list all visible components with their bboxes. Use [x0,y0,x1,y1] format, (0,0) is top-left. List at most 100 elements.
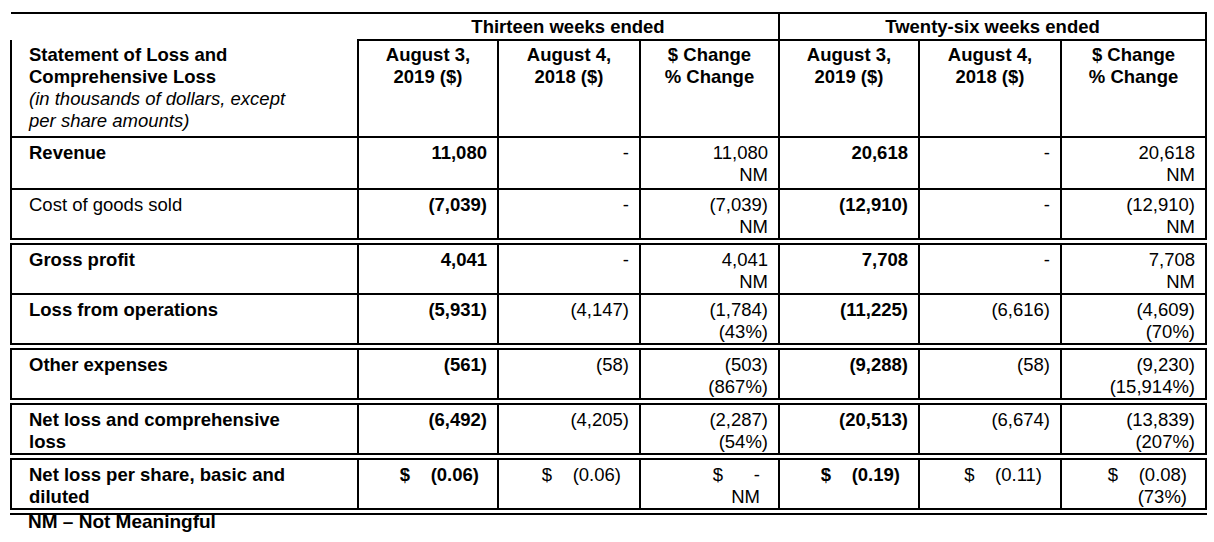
group-header-twenty-six-weeks: Twenty-six weeks ended [779,13,1206,40]
cell-26wk-2018: - [919,137,1061,189]
page: Thirteen weeks ended Twenty-six weeks en… [0,0,1214,542]
cell-26wk-2019: 20,618 [779,137,919,189]
cell-value: 11,080 [643,142,768,164]
cell-26wk-change: 7,708NM [1061,242,1206,295]
statement-title: Statement of Loss and Comprehensive Loss [29,44,349,88]
cell-value: (12,910) [782,194,908,216]
cell-value: (561) [361,354,487,376]
row-label: Cost of goods sold [11,189,358,242]
cell-subvalue: NM [643,271,768,293]
cell-subvalue: NM [643,164,768,186]
row-label: Net loss and comprehensive loss [11,402,358,457]
col-header-13wk-aug3-2019: August 3, 2019 ($) [358,40,498,137]
cell-value: 7,708 [1064,249,1195,271]
cell-subvalue: NM [1064,216,1195,238]
cell-subvalue: (207%) [1064,431,1195,453]
column-header-row: Statement of Loss and Comprehensive Loss… [11,40,1206,137]
statement-header-cell: Statement of Loss and Comprehensive Loss… [11,40,358,137]
cell-26wk-change: $ (0.08)(73%) [1061,457,1206,512]
cell-value: (11,225) [782,299,908,321]
cell-subvalue: NM [643,486,760,508]
cell-13wk-2019: (561) [358,347,498,402]
cell-26wk-2018: (6,616) [919,294,1061,347]
cell-13wk-2018: - [498,137,640,189]
cell-13wk-change: (1,784)(43%) [640,294,779,347]
cell-value: (9,288) [782,354,908,376]
row-net-loss-per-share: Net loss per share, basic and diluted $ … [11,457,1206,512]
cell-13wk-change: (503)(867%) [640,347,779,402]
cell-26wk-change: 20,618NM [1061,137,1206,189]
cell-value: - [501,249,629,271]
row-loss-from-operations: Loss from operations (5,931) (4,147) (1,… [11,294,1206,347]
cell-value: (7,039) [643,194,768,216]
cell-value: (6,674) [922,409,1050,431]
cell-value: $ (0.11) [922,464,1042,486]
cell-13wk-2018: $ (0.06) [498,457,640,512]
col-header-26wk-aug3-2019: August 3, 2019 ($) [779,40,919,137]
cell-value: - [922,194,1050,216]
cell-value: 20,618 [1064,142,1195,164]
cell-value: 4,041 [361,249,487,271]
cell-value: (20,513) [782,409,908,431]
cell-value: (7,039) [361,194,487,216]
cell-subvalue: NM [643,216,768,238]
cell-subvalue: (54%) [643,431,768,453]
cell-value: 7,708 [782,249,908,271]
cell-value: (4,205) [501,409,629,431]
col-header-13wk-aug4-2018: August 4, 2018 ($) [498,40,640,137]
cell-13wk-2018: - [498,242,640,295]
cell-26wk-2019: (11,225) [779,294,919,347]
cell-value: (503) [643,354,768,376]
cell-26wk-2018: (6,674) [919,402,1061,457]
cell-26wk-change: (9,230)(15,914%) [1061,347,1206,402]
cell-subvalue: NM [1064,164,1195,186]
cell-13wk-change: 11,080NM [640,137,779,189]
cell-13wk-2019: 4,041 [358,242,498,295]
cell-subvalue: (43%) [643,321,768,343]
cell-value: - [501,194,629,216]
col-header-13wk-change: $ Change % Change [640,40,779,137]
row-label: Gross profit [11,242,358,295]
cell-13wk-2018: (4,205) [498,402,640,457]
cell-13wk-2019: 11,080 [358,137,498,189]
cell-13wk-2019: (5,931) [358,294,498,347]
cell-value: $ (0.19) [782,464,900,486]
cell-subvalue: (70%) [1064,321,1195,343]
cell-13wk-2019: (7,039) [358,189,498,242]
cell-value: (1,784) [643,299,768,321]
cell-13wk-2019: (6,492) [358,402,498,457]
cell-26wk-2018: $ (0.11) [919,457,1061,512]
cell-value: $ - [643,464,760,486]
row-label: Other expenses [11,347,358,402]
cell-26wk-2019: (12,910) [779,189,919,242]
row-label: Revenue [11,137,358,189]
cell-value: (4,147) [501,299,629,321]
cell-26wk-2019: $ (0.19) [779,457,919,512]
cell-13wk-2018: - [498,189,640,242]
cell-value: 20,618 [782,142,908,164]
row-other-expenses: Other expenses (561) (58) (503)(867%) (9… [11,347,1206,402]
cell-13wk-change: $ -NM [640,457,779,512]
cell-value: $ (0.08) [1064,464,1187,486]
cell-26wk-2019: (9,288) [779,347,919,402]
cell-26wk-2018: (58) [919,347,1061,402]
statement-subtitle: (in thousands of dollars, except per sha… [29,88,349,132]
cell-26wk-2018: - [919,242,1061,295]
cell-value: (9,230) [1064,354,1195,376]
group-header-row: Thirteen weeks ended Twenty-six weeks en… [11,13,1206,40]
cell-subvalue: (15,914%) [1064,376,1195,398]
row-net-loss: Net loss and comprehensive loss (6,492) … [11,402,1206,457]
cell-13wk-change: 4,041NM [640,242,779,295]
cell-value: (6,492) [361,409,487,431]
cell-value: (13,839) [1064,409,1195,431]
cell-13wk-2018: (4,147) [498,294,640,347]
cell-value: - [922,249,1050,271]
cell-26wk-2019: 7,708 [779,242,919,295]
cell-value: (12,910) [1064,194,1195,216]
corner-spacer [11,13,358,40]
cell-13wk-change: (2,287)(54%) [640,402,779,457]
cell-26wk-2018: - [919,189,1061,242]
cell-value: (58) [922,354,1050,376]
cell-value: (6,616) [922,299,1050,321]
cell-value: (2,287) [643,409,768,431]
